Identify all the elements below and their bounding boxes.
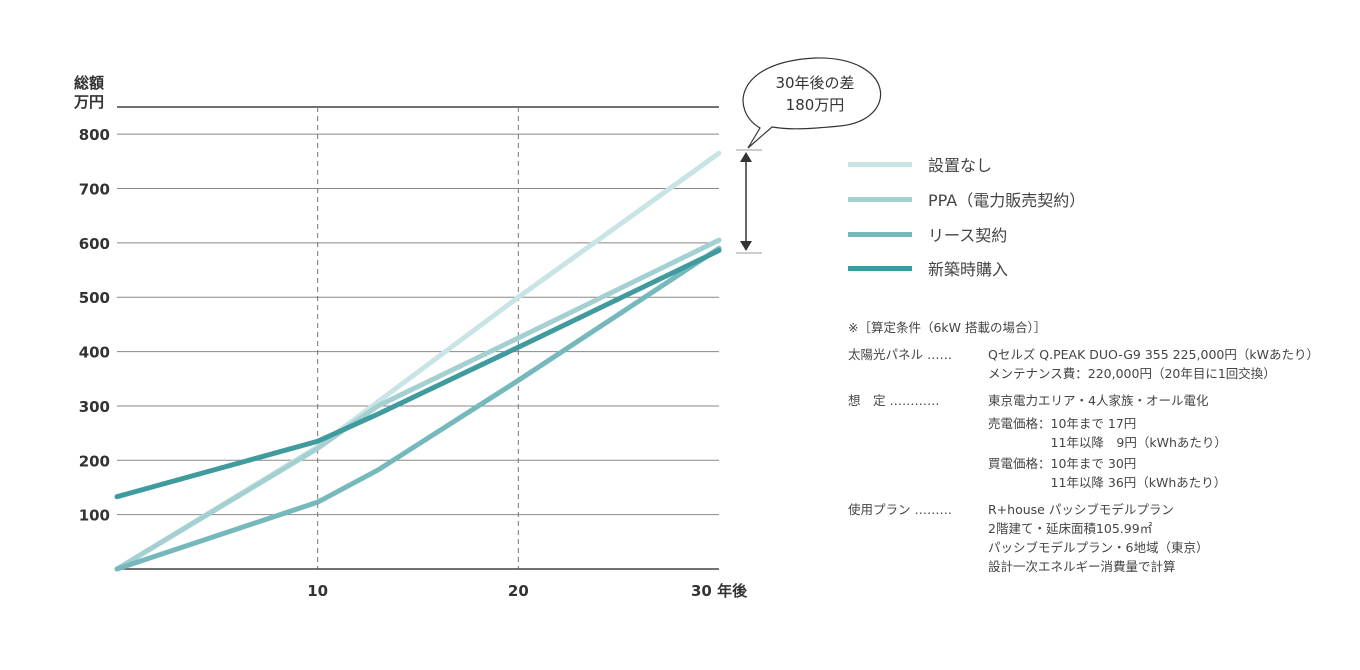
notes-row-plan: 使用プラン ……… R+house パッシブモデルプラン 2階建て・延床面積105…: [848, 500, 1319, 576]
calculation-conditions: ※［算定条件（6kW 搭載の場合）］ 太陽光パネル …… Qセルズ Q.PEAK…: [848, 318, 1319, 576]
legend-label: 新築時購入: [928, 260, 1009, 279]
y-tick-label: 300: [79, 398, 110, 416]
legend-swatch: [848, 265, 912, 271]
notes-line: 東京電力エリア・4人家族・オール電化: [988, 393, 1209, 408]
notes-line: パッシブモデルプラン・6地域（東京）: [988, 540, 1209, 555]
notes-label: 太陽光パネル: [848, 347, 924, 362]
legend-swatch: [848, 161, 912, 167]
notes-row-panel: 太陽光パネル …… Qセルズ Q.PEAK DUO-G9 355 225,000…: [848, 345, 1319, 383]
notes-label: 使用プラン: [848, 502, 911, 517]
legend-item-ppa: PPA（電力販売契約）: [848, 187, 1085, 211]
notes-row-assumption: 想 定 ………… 東京電力エリア・4人家族・オール電化 売電価格：10年まで 17…: [848, 391, 1319, 492]
y-tick-label: 400: [79, 344, 110, 362]
x-tick-label: 30 年後: [691, 582, 748, 600]
y-tick-label: 700: [79, 181, 110, 199]
series-line-2: [114, 245, 722, 572]
notes-label: 想 定: [848, 393, 886, 408]
x-tick-label: 20: [508, 582, 529, 600]
difference-arrow: [736, 149, 762, 254]
y-tick-label: 800: [79, 126, 110, 144]
notes-dots: ……: [927, 347, 952, 362]
callout-line1: 30年後の差: [775, 74, 854, 92]
notes-line: R+house パッシブモデルプラン: [988, 502, 1174, 517]
notes-line: 設計一次エネルギー消費量で計算: [988, 559, 1176, 574]
notes-line: メンテナンス費：220,000円（20年目に1回交換）: [988, 366, 1276, 381]
series-line-3: [114, 247, 722, 500]
notes-dots: ………: [914, 502, 953, 517]
notes-line: 売電価格：10年まで 17円: [988, 416, 1137, 431]
notes-dots: …………: [889, 393, 940, 408]
legend-item-purchase: 新築時購入: [848, 256, 1008, 280]
legend-item-none: 設置なし: [848, 152, 992, 176]
y-tick-label: 600: [79, 235, 110, 253]
series-line-1: [114, 237, 722, 572]
y-tick-label: 200: [79, 452, 110, 470]
legend-item-lease: リース契約: [848, 222, 1007, 246]
notes-title: ※［算定条件（6kW 搭載の場合）］: [848, 320, 1047, 335]
legend-swatch: [848, 231, 912, 237]
legend-label: リース契約: [928, 226, 1008, 245]
callout-line2: 180万円: [786, 96, 845, 114]
callout-bubble: 30年後の差 180万円: [742, 57, 882, 149]
notes-line: 2階建て・延床面積105.99㎡: [988, 521, 1153, 536]
notes-line: 11年以降 9円（kWhあたり）: [988, 435, 1227, 450]
x-tick-label: 10: [307, 582, 328, 600]
y-axis-label-line1: 総額: [74, 74, 104, 92]
legend-swatch: [848, 196, 912, 202]
legend-label: PPA（電力販売契約）: [928, 191, 1086, 210]
notes-line: 買電価格：10年まで 30円: [988, 456, 1137, 471]
notes-line: Qセルズ Q.PEAK DUO-G9 355 225,000円（kWあたり）: [988, 347, 1319, 362]
legend-label: 設置なし: [928, 156, 993, 175]
y-tick-label: 500: [79, 289, 110, 307]
notes-line: 11年以降 36円（kWhあたり）: [988, 475, 1227, 490]
y-axis-label-line2: 万円: [73, 93, 104, 111]
y-tick-label: 100: [79, 507, 110, 525]
series-line-0: [114, 150, 722, 572]
